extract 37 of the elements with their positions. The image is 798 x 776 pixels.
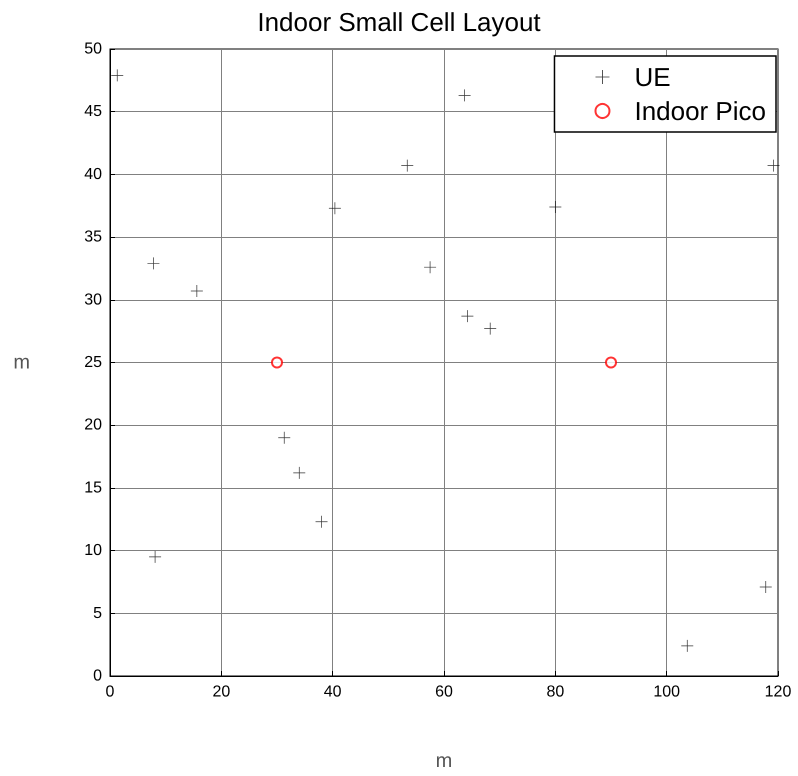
x-tick-label: 100 <box>653 684 680 700</box>
point <box>681 640 694 652</box>
y-tick-label: 25 <box>84 354 102 371</box>
point <box>316 516 328 528</box>
x-axis-title: m <box>436 750 452 772</box>
point <box>271 356 283 368</box>
point <box>190 285 203 298</box>
y-tick-label: 35 <box>84 228 102 246</box>
x-tick-label: 0 <box>106 684 115 700</box>
x-tick-label: 80 <box>546 684 564 700</box>
y-tick-label: 15 <box>84 479 102 496</box>
x-tick-label: 120 <box>764 684 792 700</box>
x-tick-label: 60 <box>435 684 453 700</box>
y-axis-title: m <box>13 352 30 374</box>
x-tick-label: 40 <box>324 684 342 700</box>
y-tick-label: 5 <box>93 604 102 622</box>
x-tick-label: 20 <box>212 684 230 700</box>
point <box>605 356 617 368</box>
point <box>147 257 160 270</box>
y-tick-label: 20 <box>84 416 102 434</box>
chart-title: Indoor Small Cell Layout <box>257 7 542 37</box>
y-tick-label: 0 <box>93 668 102 684</box>
point <box>549 201 562 214</box>
point <box>424 261 436 274</box>
y-tick-label: 50 <box>84 40 102 58</box>
legend-label: Indoor Pico <box>634 96 766 126</box>
y-tick-label: 45 <box>84 103 102 120</box>
y-tick-label: 40 <box>84 166 102 183</box>
point <box>461 310 474 322</box>
y-tick-label: 10 <box>84 542 102 560</box>
point <box>458 89 471 102</box>
point <box>149 550 162 563</box>
point <box>768 160 780 172</box>
legend-label: UE <box>634 62 671 92</box>
point <box>760 580 772 593</box>
y-tick-label: 30 <box>84 291 102 308</box>
point <box>328 202 341 214</box>
